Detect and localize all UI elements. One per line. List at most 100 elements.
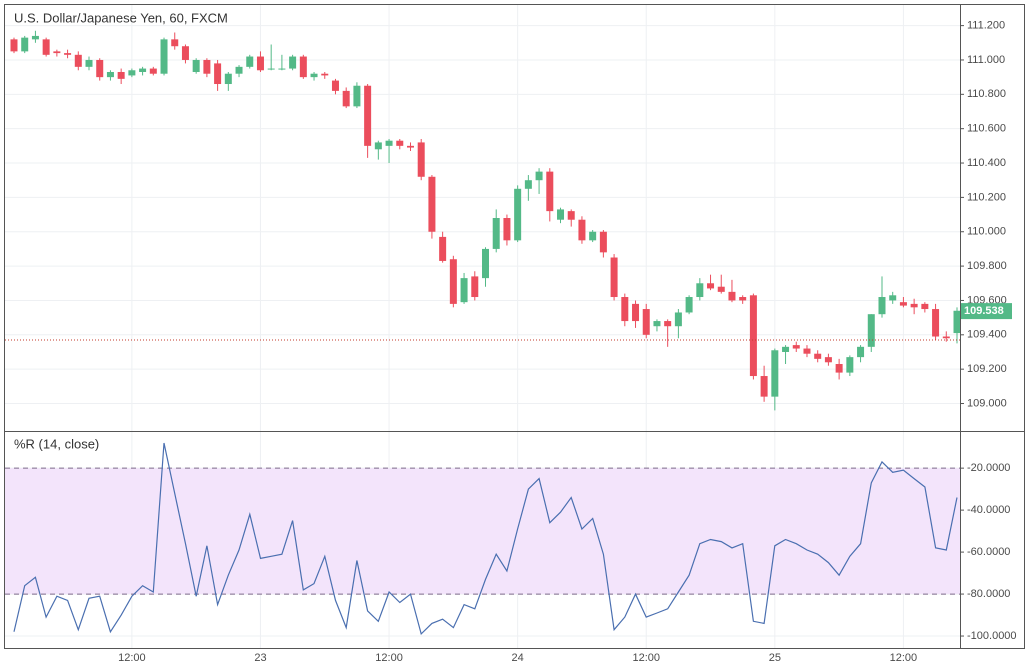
candle-body bbox=[21, 37, 29, 52]
candle-body bbox=[792, 345, 800, 349]
candle-body bbox=[782, 346, 790, 352]
candle-body bbox=[160, 39, 168, 74]
candle-body bbox=[878, 297, 886, 315]
candle-body bbox=[685, 297, 693, 313]
x-tick-label: 12:00 bbox=[118, 652, 146, 664]
candle-body bbox=[117, 71, 125, 79]
candle-body bbox=[289, 56, 297, 69]
candle-body bbox=[342, 90, 350, 107]
y-tick-label: 111.000 bbox=[967, 54, 1005, 66]
candle-body bbox=[610, 257, 618, 298]
candle-body bbox=[503, 218, 511, 241]
candle-body bbox=[181, 46, 189, 60]
x-tick-label: 23 bbox=[254, 652, 266, 664]
candle-body bbox=[74, 54, 82, 67]
y-tick-label: 110.800 bbox=[967, 88, 1006, 100]
candle-body bbox=[899, 302, 907, 306]
candle-body bbox=[696, 283, 704, 298]
candle-body bbox=[256, 56, 264, 71]
candle-body bbox=[310, 73, 318, 78]
candle-body bbox=[299, 56, 307, 78]
band bbox=[5, 468, 960, 595]
pane-title: %R (14, close) bbox=[14, 436, 99, 451]
candle-body bbox=[428, 176, 436, 232]
candle-body bbox=[396, 140, 404, 146]
last-price-box bbox=[960, 303, 1012, 320]
pane-title: U.S. Dollar/Japanese Yen, 60, FXCM bbox=[14, 10, 228, 25]
candle-body bbox=[932, 309, 940, 337]
candle-body bbox=[224, 73, 232, 85]
candle-body bbox=[835, 364, 843, 373]
candle-body bbox=[321, 73, 329, 76]
candle-body bbox=[64, 53, 72, 55]
candle-body bbox=[621, 297, 629, 322]
candle-body bbox=[664, 321, 672, 327]
candle-body bbox=[171, 39, 179, 47]
candle-body bbox=[10, 39, 18, 52]
candle-body bbox=[771, 350, 779, 397]
candle-body bbox=[203, 59, 211, 74]
candle-body bbox=[192, 59, 200, 72]
candle-body bbox=[53, 51, 61, 54]
candle-body bbox=[331, 80, 339, 91]
candle-body bbox=[632, 303, 640, 322]
y-tick-label: 110.200 bbox=[967, 191, 1006, 203]
candle-body bbox=[385, 140, 393, 146]
candle-body bbox=[374, 142, 382, 150]
candle-body bbox=[85, 59, 93, 67]
y-tick-label: 109.200 bbox=[967, 363, 1007, 375]
candle-body bbox=[953, 310, 961, 334]
candle-body bbox=[814, 353, 822, 359]
candle-body bbox=[674, 312, 682, 327]
candle-body bbox=[760, 376, 768, 397]
candle-body bbox=[235, 66, 243, 74]
x-tick-label: 24 bbox=[512, 652, 524, 664]
y-tick-label: 110.600 bbox=[967, 123, 1006, 135]
candle-body bbox=[824, 357, 832, 363]
candle-body bbox=[246, 56, 254, 67]
candle-body bbox=[803, 348, 811, 354]
y-tick-label: 109.400 bbox=[967, 329, 1007, 341]
candle-body bbox=[889, 295, 897, 301]
candle-body bbox=[406, 145, 414, 148]
candle-body bbox=[106, 71, 114, 78]
candle-body bbox=[460, 278, 468, 303]
candle-body bbox=[31, 35, 39, 40]
candle-body bbox=[578, 219, 586, 241]
candle-body bbox=[278, 68, 286, 70]
y-tick-label: 109.800 bbox=[967, 260, 1007, 272]
candle-body bbox=[439, 236, 447, 261]
candle-body bbox=[942, 336, 950, 339]
x-tick-label: 25 bbox=[769, 652, 781, 664]
candle-body bbox=[921, 303, 929, 310]
y-tick-label: -20.0000 bbox=[967, 462, 1010, 474]
y-tick-label: 111.200 bbox=[967, 20, 1005, 32]
candle-body bbox=[846, 357, 854, 373]
candle-body bbox=[514, 188, 522, 241]
candle-body bbox=[96, 59, 104, 78]
y-tick-label: -100.0000 bbox=[967, 630, 1017, 642]
candle-body bbox=[139, 68, 147, 72]
candle-body bbox=[557, 209, 565, 220]
last-price-label: 109.538 bbox=[964, 305, 1004, 317]
candle-body bbox=[535, 171, 543, 181]
y-tick-label: -40.0000 bbox=[967, 504, 1010, 516]
candle-body bbox=[857, 346, 865, 358]
y-tick-label: 110.000 bbox=[967, 226, 1006, 238]
candle-body bbox=[867, 314, 875, 347]
candle-body bbox=[128, 70, 136, 76]
candle-body bbox=[267, 68, 275, 70]
candle-body bbox=[492, 218, 500, 249]
candle-body bbox=[707, 283, 715, 289]
line bbox=[13, 442, 958, 636]
candle-body bbox=[910, 303, 918, 308]
candle-body bbox=[524, 180, 532, 189]
candle-body bbox=[353, 85, 361, 107]
candle-body bbox=[449, 259, 457, 304]
x-tick-label: 12:00 bbox=[890, 652, 918, 664]
candle-body bbox=[717, 286, 725, 292]
candle-body bbox=[417, 142, 425, 177]
y-tick-label: 110.400 bbox=[967, 157, 1006, 169]
candle-body bbox=[42, 39, 50, 55]
